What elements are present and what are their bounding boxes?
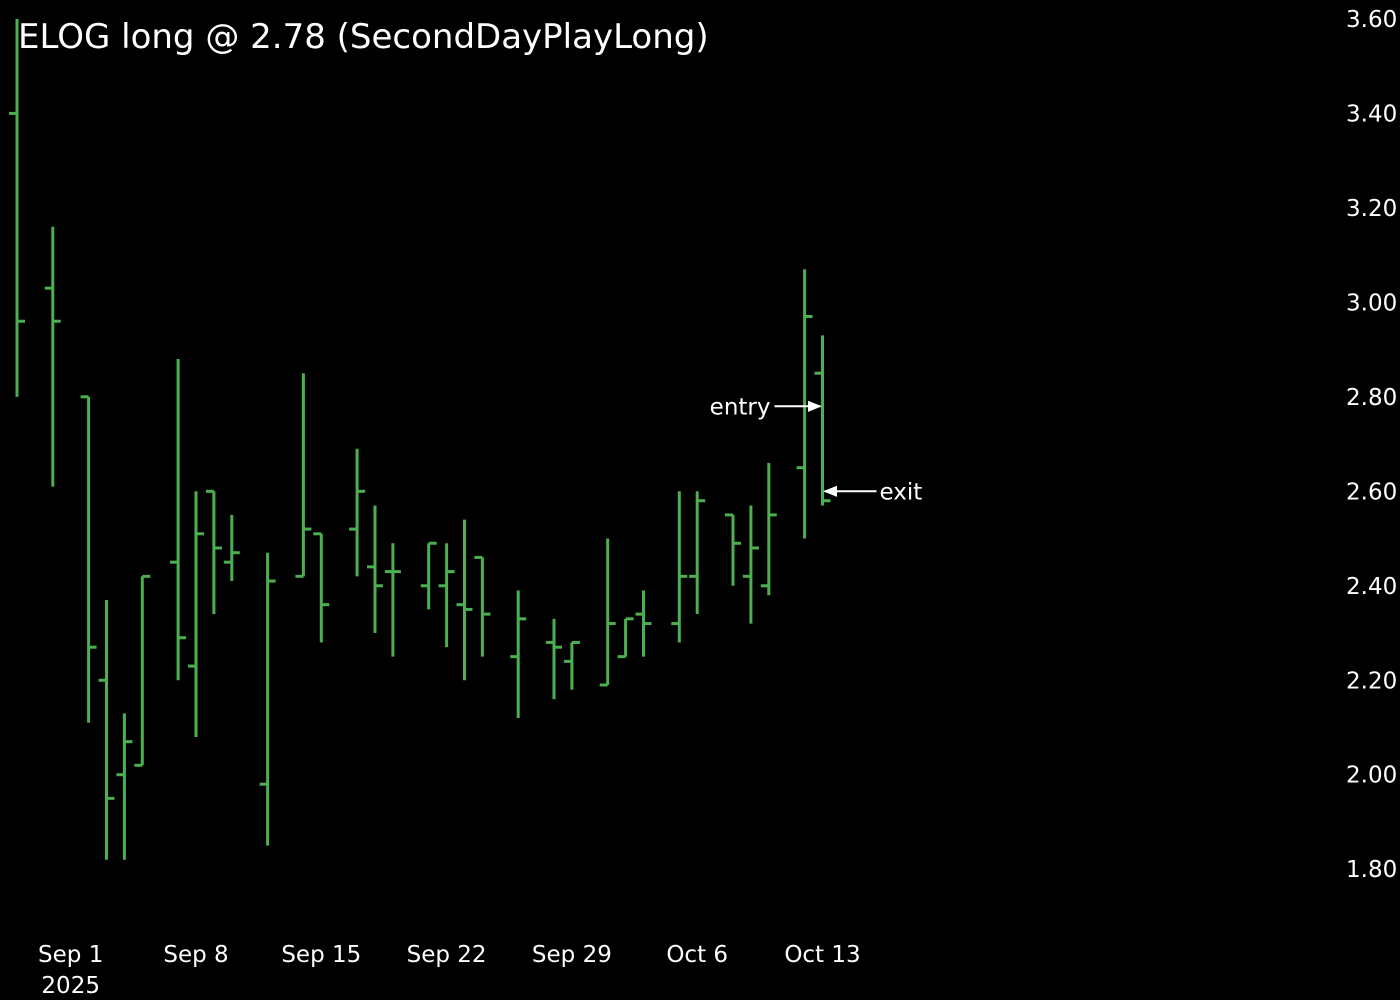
x-tick-label: Sep 29 [532,942,612,968]
x-tick-label: Sep 8 [163,942,228,968]
x-tick-label: Sep 15 [281,942,361,968]
ohlc-bar [546,618,562,700]
y-tick-label: 2.00 [1346,763,1397,789]
ohlc-bar [205,489,222,615]
ohlc-bar [725,513,741,586]
ohlc-bar [760,462,777,596]
y-tick-label: 1.80 [1346,857,1397,883]
y-tick-label: 3.60 [1346,7,1397,33]
ohlc-bar [742,505,759,624]
ohlc-bar [474,555,491,657]
ohlc-bar [456,519,473,681]
ohlc-bar [134,574,151,767]
y-tick-label: 3.20 [1346,196,1397,222]
ohlc-bar [671,491,688,643]
x-tick-label: Oct 13 [784,942,860,968]
ohlc-bar [295,373,312,578]
x-tick-label: Sep 22 [407,942,487,968]
ohlc-bar [510,590,527,719]
x-axis: Sep 1 2025 Sep 8 Sep 15 Sep 22 Sep 29 Oct 6 Oct… [38,942,861,999]
trade-annotations: entry exit [710,394,923,505]
ohlc-bar [313,532,330,643]
x-tick-label: Oct 6 [666,942,728,968]
ohlc-bar [599,538,616,687]
y-tick-label: 3.40 [1346,101,1397,127]
ohlc-bar [420,541,437,610]
ohlc-bar [80,395,97,723]
ohlc-bar [98,599,115,860]
ohlc-bar [563,640,580,690]
y-tick-label: 2.60 [1346,479,1397,505]
chart-title: ELOG long @ 2.78 (SecondDayPlayLong) [18,17,709,57]
entry-label: entry [710,394,771,420]
ohlc-bar [188,491,204,737]
ohlc-bar [9,18,25,397]
x-tick-sublabel: 2025 [41,973,100,999]
ohlc-bar [223,514,240,582]
ohlc-bar [796,269,813,539]
entry-annotation: entry [710,394,822,420]
ohlc-bar [438,543,455,648]
ohlc-bar [116,713,133,860]
exit-annotation: exit [823,479,923,505]
y-tick-label: 3.00 [1346,290,1397,316]
exit-label: exit [880,479,923,505]
y-tick-label: 2.20 [1346,668,1397,694]
ohlc-bar [617,617,634,659]
x-tick-label: Sep 1 [38,942,103,968]
ohlc-bar [814,335,831,506]
ohlc-bar [635,590,652,657]
y-tick-label: 2.40 [1346,574,1397,600]
ohlc-bar [170,359,187,681]
ohlc-bar [259,552,276,846]
ohlc-bar [44,226,61,487]
ohlc-bar [689,491,706,615]
y-axis: 1.80 2.00 2.20 2.40 2.60 2.80 3.00 3.20 3.40 3.60 [1346,7,1397,883]
price-bars [9,18,831,860]
y-tick-label: 2.80 [1346,385,1397,411]
ohlc-bar [349,448,366,577]
ohlc-bar [384,543,401,657]
ohlc-bar [367,505,383,634]
